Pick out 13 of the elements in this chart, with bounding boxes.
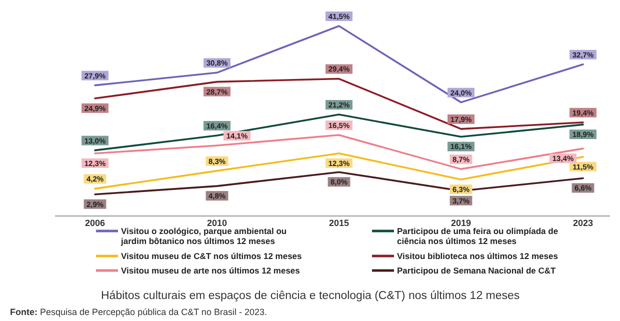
x-tick-label: 2010 (206, 218, 228, 228)
legend-label: Visitou o zoológico, parque ambiental ou jardim bôtanico nos últimos 12 meses (120, 226, 287, 246)
x-tick-label: 2006 (84, 218, 106, 228)
x-tick-label: 2023 (572, 218, 594, 228)
legend-label: Visitou museu de arte nos últimos 12 meses (121, 266, 300, 276)
source-note: Fonte: Pesquisa de Percepção pública da C&T no Brasil - 2023. (10, 307, 267, 317)
text: Hábitos culturais em espaços de ciência e tecnologia (C&T) nos últimos 12 meses (101, 290, 520, 302)
legend-label: Visitou museu de C&T nos últimos 12 meses (121, 251, 302, 261)
x-tick-label: 2015 (328, 218, 350, 228)
legend-label: Visitou biblioteca nos últimos 12 meses (397, 251, 558, 261)
legend-label: Participou de Semana Nacional de C&T (397, 266, 557, 276)
x-tick-label: 2019 (450, 218, 472, 228)
legend-label: Participou de uma feira ou olimpíada de ciência nos últimos 12 meses (397, 226, 558, 246)
